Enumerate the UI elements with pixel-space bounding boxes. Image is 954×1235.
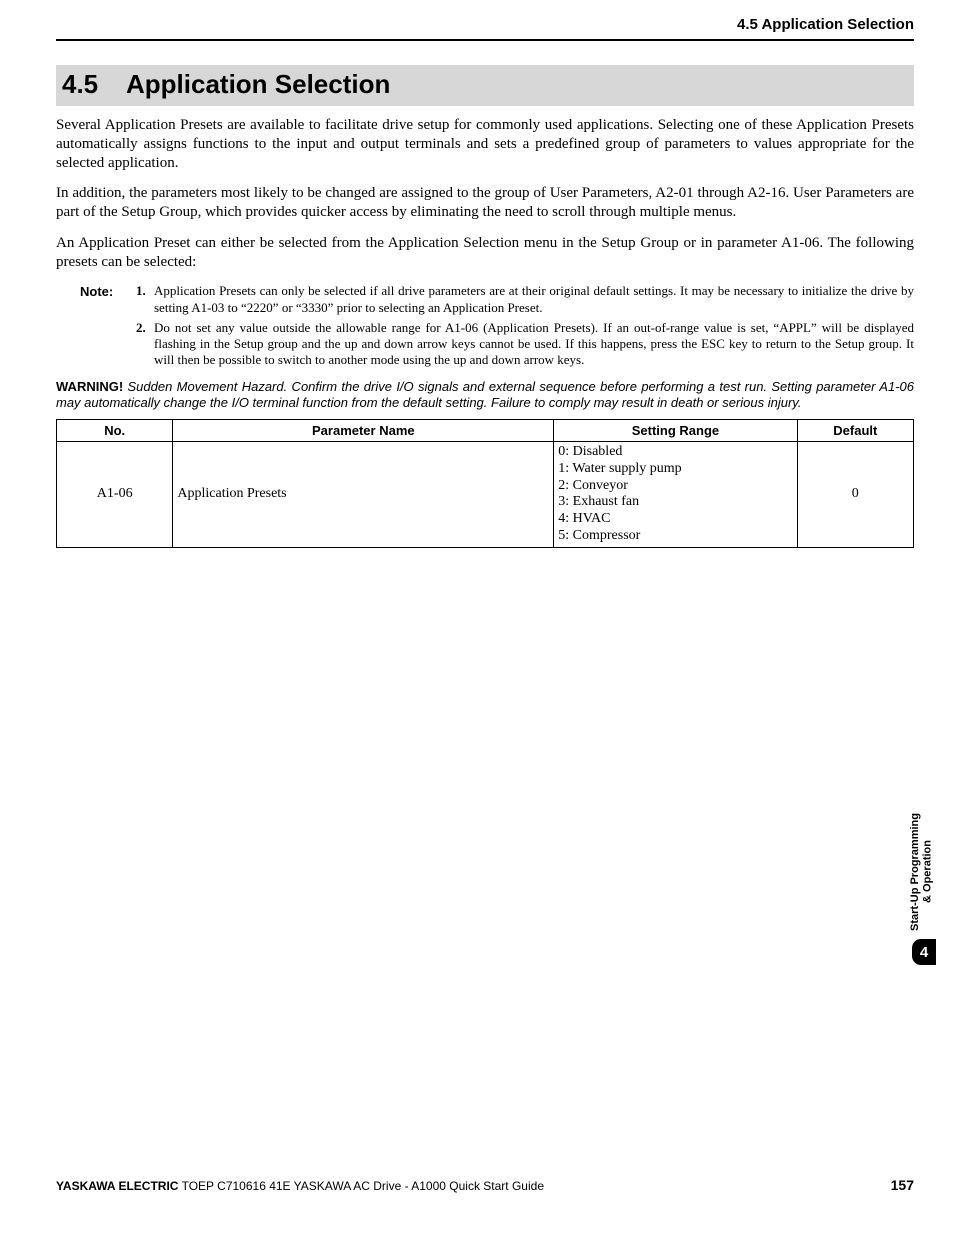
- table-row: A1-06 Application Presets 0: Disabled 1:…: [57, 442, 914, 548]
- parameter-table: No. Parameter Name Setting Range Default…: [56, 419, 914, 548]
- footer-left: YASKAWA ELECTRIC TOEP C710616 41E YASKAW…: [56, 1179, 544, 1193]
- th-no: No.: [57, 420, 173, 442]
- note-number: 2.: [136, 320, 154, 369]
- footer-doc: TOEP C710616 41E YASKAWA AC Drive - A100…: [178, 1179, 544, 1193]
- note-label: Note:: [80, 283, 136, 372]
- range-line: 0: Disabled: [558, 444, 792, 461]
- running-head: 4.5 Application Selection: [56, 16, 914, 33]
- range-line: 5: Compressor: [558, 528, 792, 545]
- page-footer: YASKAWA ELECTRIC TOEP C710616 41E YASKAW…: [56, 1177, 914, 1193]
- footer-page-number: 157: [891, 1177, 914, 1193]
- th-default: Default: [797, 420, 913, 442]
- th-name: Parameter Name: [173, 420, 554, 442]
- warning-label: WARNING!: [56, 379, 123, 394]
- section-heading: 4.5Application Selection: [56, 65, 914, 106]
- side-tab-text: Start-Up Programming& Operation: [909, 813, 934, 931]
- note-item: 1. Application Presets can only be selec…: [136, 283, 914, 316]
- note-block: Note: 1. Application Presets can only be…: [80, 283, 914, 372]
- section-number: 4.5: [62, 69, 126, 100]
- note-text: Application Presets can only be selected…: [154, 283, 914, 316]
- range-line: 4: HVAC: [558, 511, 792, 528]
- td-range: 0: Disabled 1: Water supply pump 2: Conv…: [554, 442, 797, 548]
- side-tab-badge: 4: [912, 939, 936, 965]
- section-title: Application Selection: [126, 69, 390, 99]
- warning-block: WARNING! Sudden Movement Hazard. Confirm…: [56, 379, 914, 412]
- td-default: 0: [797, 442, 913, 548]
- range-line: 1: Water supply pump: [558, 461, 792, 478]
- warning-text: Sudden Movement Hazard. Confirm the driv…: [56, 379, 914, 410]
- range-line: 3: Exhaust fan: [558, 494, 792, 511]
- top-rule: [56, 39, 914, 41]
- body-paragraph: Several Application Presets are availabl…: [56, 116, 914, 172]
- body-paragraph: An Application Preset can either be sele…: [56, 234, 914, 272]
- range-line: 2: Conveyor: [558, 478, 792, 495]
- note-list: 1. Application Presets can only be selec…: [136, 283, 914, 372]
- side-tab: Start-Up Programming& Operation 4: [908, 813, 936, 965]
- note-number: 1.: [136, 283, 154, 316]
- note-text: Do not set any value outside the allowab…: [154, 320, 914, 369]
- td-name: Application Presets: [173, 442, 554, 548]
- th-range: Setting Range: [554, 420, 797, 442]
- footer-brand: YASKAWA ELECTRIC: [56, 1179, 178, 1193]
- note-item: 2. Do not set any value outside the allo…: [136, 320, 914, 369]
- body-paragraph: In addition, the parameters most likely …: [56, 184, 914, 222]
- td-no: A1-06: [57, 442, 173, 548]
